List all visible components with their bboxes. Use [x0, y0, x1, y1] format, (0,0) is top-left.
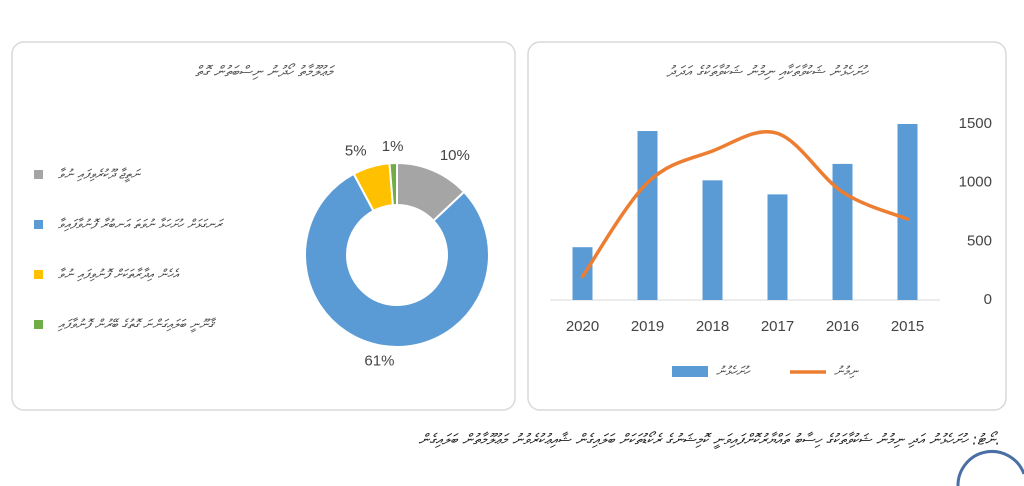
bar [767, 194, 788, 300]
legend-label: ޤާނޫނީ ބަލައިގަންނަ ގޮތުގެ ބޭރުން ފޮނުވާ… [57, 317, 217, 333]
bar [897, 124, 918, 300]
bar [832, 163, 853, 300]
data-label: 5% [345, 142, 367, 159]
x-tick-label: 2017 [761, 318, 794, 335]
legend-label: ނަތީޖާ ދޫކުރެވިފައި ނުވާ [58, 167, 142, 183]
bar [702, 180, 723, 300]
legend-swatch [34, 270, 43, 279]
data-label: 61% [364, 353, 394, 370]
combo-panel [527, 41, 1007, 411]
legend-swatch [34, 220, 43, 229]
y-tick-label: 1500 [959, 115, 992, 132]
legend-swatch [34, 320, 43, 329]
bar [637, 131, 658, 300]
pie-segment [388, 161, 398, 207]
data-label: 1% [382, 138, 404, 155]
logo-edge [956, 450, 1024, 486]
x-tick-label: 2015 [891, 318, 924, 335]
x-tick-label: 2016 [826, 318, 859, 335]
pie-segment [304, 172, 490, 348]
x-tick-label: 2018 [696, 318, 729, 335]
legend-label: އެހެން އިދާރާތަކަށް ފޮނުވިފައި ނުވާ [58, 267, 180, 283]
y-tick-label: 1000 [959, 174, 992, 191]
legend-swatch [672, 366, 708, 377]
legend-label: ރަނގަޅަށް ހުށަހަޅާ ނުވަތަ އަނބުރާ ފޮނުވާ… [58, 217, 224, 233]
legend-label: ހުށަހެޅުނު [716, 365, 751, 380]
footnote: ނޯޓު: ހުށަހެޅުނު އަދި ނިމުނު ޝަކުވާތަކުގ… [418, 431, 1000, 450]
x-tick-label: 2020 [566, 318, 599, 335]
data-label: 10% [440, 147, 470, 164]
x-tick-label: 2019 [631, 318, 664, 335]
legend-swatch [34, 170, 43, 179]
pie-title: މަޢުލޫމާތު ހޯދުނު ނިސްބަތުން ގޮތް [195, 63, 335, 81]
legend-label: ނިމުނު [834, 365, 860, 380]
combo-title: ހުށަހެޅުނު ޝަކުވާތަކާއި ނިމުނު ޝަކުވާތަކ… [665, 63, 870, 81]
line [580, 130, 910, 279]
y-tick-label: 0 [984, 291, 992, 308]
y-tick-label: 500 [967, 232, 992, 249]
